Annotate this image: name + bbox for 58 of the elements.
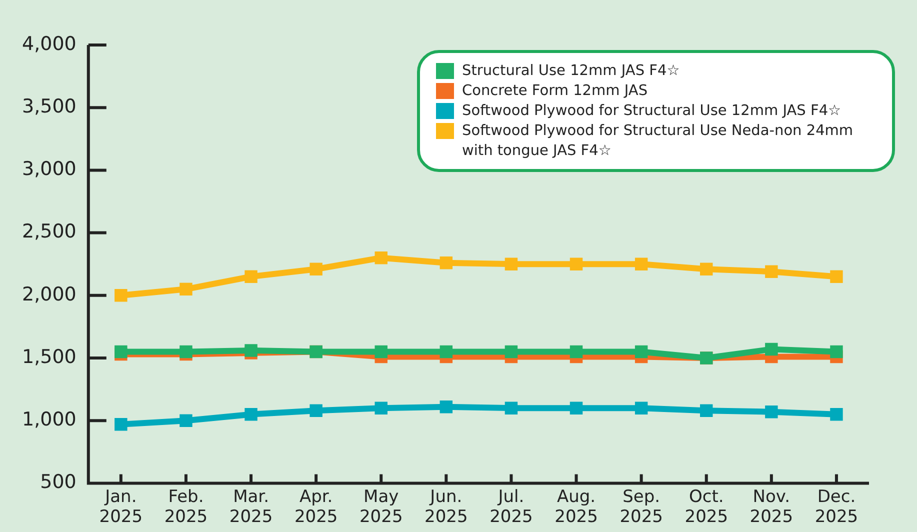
y-tick-label: 2,000 bbox=[22, 283, 76, 306]
x-tick-label: Nov. 2025 bbox=[750, 486, 794, 528]
x-tick-label: Oct. 2025 bbox=[684, 486, 728, 528]
point bbox=[114, 418, 128, 431]
point bbox=[374, 251, 388, 264]
point bbox=[504, 258, 518, 270]
x-tick-label: Apr. 2025 bbox=[294, 486, 338, 528]
y-tick-label: 3,500 bbox=[22, 96, 76, 118]
x-tick-label: Dec. 2025 bbox=[814, 486, 858, 528]
point bbox=[700, 404, 713, 417]
point bbox=[830, 408, 843, 421]
point bbox=[440, 256, 453, 270]
x-tick-label: Aug. 2025 bbox=[554, 486, 598, 528]
point bbox=[114, 345, 128, 358]
point bbox=[765, 342, 778, 356]
point bbox=[570, 345, 583, 358]
x-tick-label: Jul. 2025 bbox=[490, 486, 533, 528]
y-tick-label: 3,000 bbox=[22, 158, 76, 180]
point bbox=[244, 270, 258, 283]
point bbox=[180, 345, 192, 358]
point bbox=[504, 402, 518, 414]
point bbox=[570, 402, 583, 414]
point bbox=[634, 258, 648, 270]
point bbox=[180, 414, 192, 427]
point bbox=[180, 282, 192, 296]
point bbox=[374, 402, 388, 414]
x-tick-label: Mar. 2025 bbox=[229, 486, 273, 528]
point bbox=[700, 262, 713, 276]
x-tick-label: Sep. 2025 bbox=[620, 486, 663, 528]
x-tick-label: Jun. 2025 bbox=[424, 486, 468, 528]
x-tick-label: Jan. 2025 bbox=[99, 486, 143, 528]
y-tick-label: 1,000 bbox=[22, 408, 76, 431]
point bbox=[570, 258, 583, 270]
point bbox=[114, 289, 128, 302]
point bbox=[765, 405, 778, 418]
x-tick-label: Feb. 2025 bbox=[164, 486, 208, 528]
point bbox=[830, 345, 843, 358]
y-tick-label: 1,500 bbox=[22, 346, 76, 368]
x-tick-label: May 2025 bbox=[359, 486, 403, 528]
point bbox=[244, 344, 258, 357]
point bbox=[374, 345, 388, 358]
legend-label: Concrete Form 12mm JAS bbox=[462, 82, 648, 101]
point bbox=[310, 262, 322, 276]
y-tick-label: 500 bbox=[40, 471, 76, 494]
point bbox=[244, 408, 258, 421]
point bbox=[765, 265, 778, 278]
point bbox=[440, 400, 453, 414]
point bbox=[310, 404, 322, 417]
y-tick-label: 2,500 bbox=[22, 220, 76, 243]
legend-label: Softwood Plywood for Structural Use 12mm JAS F4☆ bbox=[462, 102, 842, 121]
point bbox=[830, 270, 843, 283]
legend-label: Softwood Plywood for Structural Use Neda-non 24mm with tongue JAS F4☆ bbox=[462, 122, 854, 161]
point bbox=[634, 345, 648, 358]
point bbox=[440, 345, 453, 358]
point bbox=[504, 345, 518, 358]
legend-label: Structural Use 12mm JAS F4☆ bbox=[462, 62, 680, 81]
y-tick-label: 4,000 bbox=[22, 32, 76, 55]
point bbox=[634, 402, 648, 414]
